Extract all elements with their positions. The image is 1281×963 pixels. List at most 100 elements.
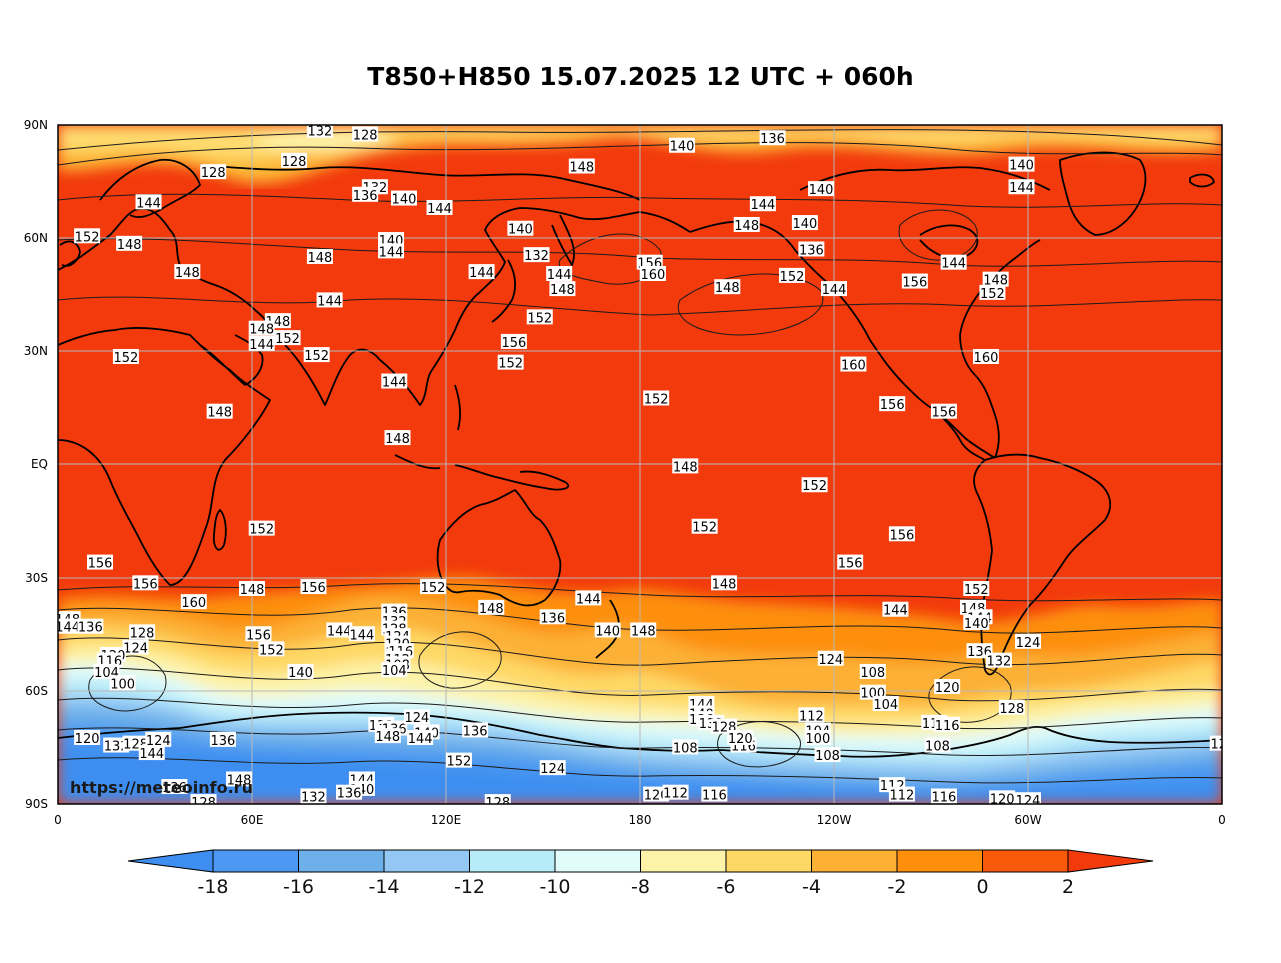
colorbar-segment [212,849,299,873]
contour-label-bg [326,622,353,638]
contour-label: 140 [508,223,533,238]
contour-label-bg [801,477,828,493]
colorbar-tick-label: -2 [888,876,907,898]
lat-tick-label: 30S [25,571,48,585]
lon-tick-label: 120W [817,813,852,827]
contour-label-bg [636,254,663,270]
contour-label: 104 [382,664,407,679]
contour-label: 148 [375,730,400,745]
contour-label-bg [384,430,411,446]
contour-label-bg [226,771,253,787]
contour-label-bg [998,699,1025,715]
contour-label-bg [630,622,657,638]
coast-east-asia [379,207,691,406]
contour-line [58,637,1222,666]
colorbar-tick-label: 0 [976,876,988,898]
contour-label: 136 [353,189,378,204]
contour-label-bg [837,554,864,570]
contour-label-bg [672,458,699,474]
contour-label-bg [963,580,990,596]
coast-uk [59,240,81,267]
contour-label-bg [791,215,818,231]
contour-label: 124 [404,711,429,726]
colorbar-segment [725,849,812,873]
lat-tick-label: EQ [31,457,48,471]
contour-label: 144 [317,294,342,309]
contour-label: 124 [818,653,843,668]
contour-label-bg [258,641,285,657]
contour-label-bg [714,279,741,295]
contour-label-bg [74,729,101,745]
contour-label: 144 [469,266,494,281]
colorbar-under-triangle [127,849,214,873]
contour-label-bg [989,790,1016,804]
coast-madagascar [213,509,227,551]
contour-label: 144 [136,196,161,211]
contour-label: 136 [760,132,785,147]
contour-label-bg [526,309,553,325]
colorbar-tick-label: -8 [631,876,650,898]
contour-label: 152 [421,581,446,596]
contour-label-bg [420,579,447,595]
contour-label: 156 [246,628,271,643]
contour-label: 148 [207,406,232,421]
contour-label-bg [963,614,990,630]
contour-label-bg [711,575,738,591]
colorbar-segment [383,849,470,873]
contour-label-bg [145,731,172,747]
contour-label: 148 [734,219,759,234]
contour-label-bg [248,320,275,336]
contour-label-bg [821,281,847,297]
contour-label: 112 [889,789,914,804]
contour-label: 140 [809,183,834,198]
contour-label-bg [239,580,265,596]
contour-label-bg [445,752,472,768]
coast-hudson [919,224,979,260]
contour-line [898,209,978,261]
colorbar-tick-label: -12 [454,876,485,898]
contour-label: 128 [191,796,216,811]
contour-label-bg [468,264,495,280]
contour-label: 148 [240,583,265,598]
contour-label: 116 [935,719,960,734]
contour-label-bg [879,396,906,412]
contour-label-bg [497,354,524,370]
contour-label: 148 [175,266,200,281]
contour-label: 140 [670,140,695,155]
contour-label: 124 [1016,636,1041,651]
contour-label: 140 [792,217,817,232]
contour-label: 112 [799,709,824,724]
contour-label: 120 [75,732,100,747]
contour-label: 152 [498,357,523,372]
contour-label: 156 [501,336,526,351]
contour-label: 136 [162,781,187,796]
contour-label: 108 [673,741,698,756]
contour-label: 140 [288,666,313,681]
contour-label: 124 [540,762,565,777]
contour-label: 156 [301,581,326,596]
contour-label: 144 [576,592,601,607]
contour-label-bg [817,650,844,666]
contour-label: 152 [644,392,669,407]
contour-label: 152 [980,287,1005,302]
contour-label: 156 [838,557,863,572]
contour-label-bg [426,199,453,215]
contour-label-bg [348,626,375,642]
contour-label-bg [374,728,401,744]
contour-label-bg [352,126,379,142]
contour-label: 144 [327,624,352,639]
colorbar-segment [640,849,727,873]
contour-label-bg [87,554,114,570]
contour-label: 140 [964,617,989,632]
contour-label-bg [546,266,573,282]
contour-label: 132 [104,740,129,755]
contour-label-bg [979,284,1006,300]
contour-label: 132 [524,249,549,264]
contour-label: 144 [379,245,404,260]
colorbar-tick-label: -4 [802,876,821,898]
contour-label: 100 [805,732,830,747]
contour-label: 148 [249,323,274,338]
contour-label: 12 [1210,738,1227,753]
colorbar-tick-label: -16 [283,876,314,898]
contour-label: 148 [117,238,142,253]
